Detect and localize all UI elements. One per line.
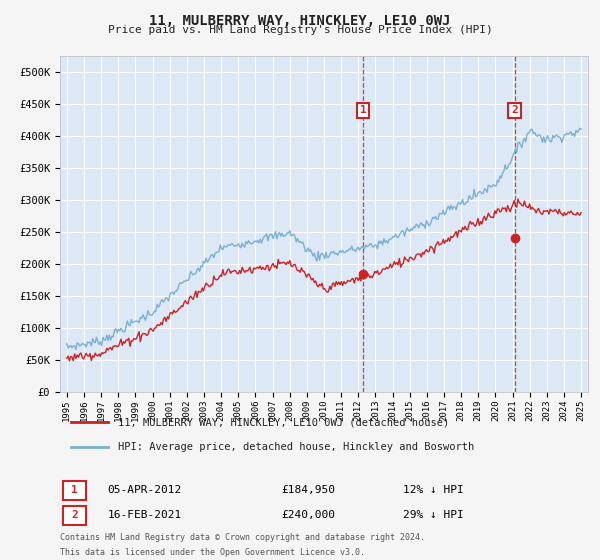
Text: This data is licensed under the Open Government Licence v3.0.: This data is licensed under the Open Gov… bbox=[60, 548, 365, 557]
Text: 29% ↓ HPI: 29% ↓ HPI bbox=[403, 510, 464, 520]
Text: £184,950: £184,950 bbox=[282, 485, 336, 495]
Text: 05-APR-2012: 05-APR-2012 bbox=[107, 485, 182, 495]
Text: 2: 2 bbox=[71, 510, 77, 520]
Text: £240,000: £240,000 bbox=[282, 510, 336, 520]
Text: 11, MULBERRY WAY, HINCKLEY, LE10 0WJ: 11, MULBERRY WAY, HINCKLEY, LE10 0WJ bbox=[149, 14, 451, 28]
FancyBboxPatch shape bbox=[62, 506, 86, 525]
Text: Price paid vs. HM Land Registry's House Price Index (HPI): Price paid vs. HM Land Registry's House … bbox=[107, 25, 493, 35]
Text: HPI: Average price, detached house, Hinckley and Bosworth: HPI: Average price, detached house, Hinc… bbox=[118, 442, 475, 452]
Text: 16-FEB-2021: 16-FEB-2021 bbox=[107, 510, 182, 520]
Text: Contains HM Land Registry data © Crown copyright and database right 2024.: Contains HM Land Registry data © Crown c… bbox=[60, 533, 425, 542]
FancyBboxPatch shape bbox=[62, 481, 86, 500]
Text: 2: 2 bbox=[511, 105, 518, 115]
Text: 12% ↓ HPI: 12% ↓ HPI bbox=[403, 485, 464, 495]
Text: 1: 1 bbox=[71, 485, 77, 495]
Text: 1: 1 bbox=[359, 105, 366, 115]
Text: 11, MULBERRY WAY, HINCKLEY, LE10 0WJ (detached house): 11, MULBERRY WAY, HINCKLEY, LE10 0WJ (de… bbox=[118, 417, 449, 427]
